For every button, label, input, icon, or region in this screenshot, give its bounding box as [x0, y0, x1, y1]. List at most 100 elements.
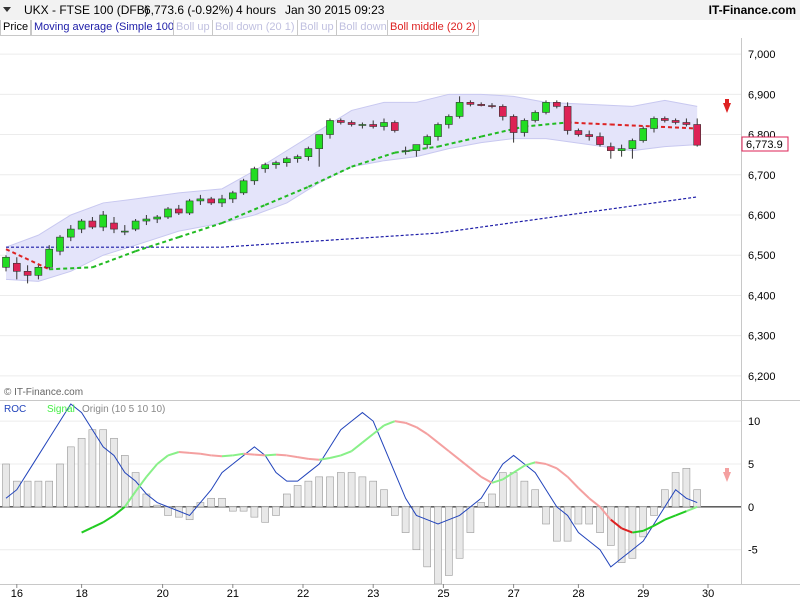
signal-segment — [319, 457, 331, 461]
signal-segment — [545, 463, 558, 470]
price-change: 6,773.6 (-0.92%) — [144, 3, 234, 17]
current-price-tag: 6,773.9 — [741, 136, 789, 152]
boll-middle-segment — [92, 250, 136, 269]
signal-segment — [415, 426, 428, 435]
candle-body — [229, 192, 237, 200]
signal-segment — [653, 518, 666, 527]
signal-segment — [642, 524, 655, 532]
signal-segment — [675, 510, 687, 517]
roc-bar — [45, 480, 54, 508]
candle-body — [88, 220, 97, 228]
signal-segment — [469, 467, 482, 478]
y-tick-label: 6,400 — [748, 290, 776, 302]
candle-body — [574, 130, 583, 135]
legend-boll-middle[interactable]: Boll middle (20 2) — [387, 20, 479, 36]
signal-segment — [372, 424, 385, 435]
legend-boll-down-2[interactable]: Boll down — [336, 20, 390, 36]
signal-segment — [566, 476, 580, 489]
chevron-down-icon[interactable] — [2, 2, 12, 16]
candle-body — [56, 236, 64, 252]
candle-body — [477, 104, 486, 106]
boll-middle-segment — [610, 123, 655, 128]
candle-body — [67, 228, 75, 238]
boll-middle-segment — [524, 121, 568, 128]
candle-body — [423, 136, 432, 145]
y-tick-label: 6,900 — [748, 89, 776, 101]
signal-segment — [329, 454, 342, 459]
roc-bar — [574, 506, 583, 525]
roc-bar — [509, 472, 518, 508]
candle-body — [250, 168, 259, 182]
signal-segment — [621, 527, 633, 534]
roc-bar — [542, 506, 550, 525]
x-tick-label: 28 — [572, 588, 584, 600]
timeframe[interactable]: 4 hours — [236, 3, 277, 17]
signal-segment — [394, 420, 406, 424]
signal-segment — [211, 454, 223, 458]
candle-body — [131, 220, 140, 230]
roc-y-tick-label: -5 — [748, 545, 758, 557]
roc-bar — [477, 502, 486, 508]
boll-middle-segment — [49, 266, 93, 271]
roc-bar — [358, 476, 367, 508]
signal-segment — [200, 452, 212, 457]
boll-middle-segment — [351, 151, 396, 168]
roc-bar — [639, 506, 648, 538]
signal-segment — [145, 463, 158, 478]
legend-moving-average[interactable]: Moving average (Simple 100) — [31, 20, 181, 36]
roc-line — [5, 403, 698, 568]
signal-segment — [480, 475, 493, 484]
candle-body — [585, 134, 594, 137]
y-tick-label: 6,600 — [748, 210, 776, 222]
roc-bar — [229, 506, 237, 512]
roc-bar — [455, 506, 464, 559]
boll-middle-segment — [135, 236, 180, 253]
candle-body — [196, 198, 205, 202]
candle-body — [175, 208, 183, 214]
roc-bar — [606, 506, 615, 546]
candle-body — [488, 105, 496, 107]
candle-body — [660, 118, 669, 121]
signal-segment — [535, 461, 547, 465]
candle-body — [282, 158, 291, 164]
roc-bar — [466, 506, 475, 533]
candle-body — [563, 106, 572, 131]
brand-name: IT-Finance.com — [708, 3, 796, 17]
y-tick-label: 7,000 — [748, 49, 776, 61]
legend-boll-down[interactable]: Boll down (20 1) — [212, 20, 298, 36]
roc-y-tick-label: 5 — [748, 459, 754, 471]
signal-segment — [102, 514, 115, 524]
candle-body — [326, 120, 334, 135]
candle-body — [45, 248, 54, 268]
candle-body — [390, 122, 399, 131]
candle-body — [542, 102, 550, 113]
down-arrow-icon — [723, 99, 731, 113]
signal-segment — [556, 467, 569, 478]
roc-bar — [272, 506, 280, 516]
signal-segment — [134, 476, 148, 493]
roc-bar — [552, 506, 561, 542]
candle-body — [77, 220, 86, 230]
signal-segment — [340, 450, 352, 457]
y-tick-label: 6,200 — [748, 371, 776, 383]
roc-bar — [261, 506, 270, 523]
candle-body — [596, 136, 604, 145]
candle-body — [207, 198, 215, 204]
x-tick-label: 20 — [157, 588, 169, 600]
roc-bar — [520, 480, 529, 508]
candle-body — [401, 150, 410, 152]
signal-segment — [350, 441, 364, 452]
legend-price[interactable]: Price — [0, 20, 32, 36]
candle-body — [617, 148, 626, 151]
signal-segment — [686, 505, 698, 513]
datetime: Jan 30 2015 09:23 — [285, 3, 385, 17]
signal-segment — [254, 453, 266, 457]
candle-body — [304, 148, 313, 157]
candle-body — [110, 222, 118, 230]
signal-segment — [167, 451, 180, 457]
roc-bar — [563, 506, 572, 542]
roc-bar — [34, 480, 43, 508]
roc-bar — [293, 485, 302, 508]
ma100-line — [6, 196, 698, 248]
roc-bar — [121, 455, 129, 508]
